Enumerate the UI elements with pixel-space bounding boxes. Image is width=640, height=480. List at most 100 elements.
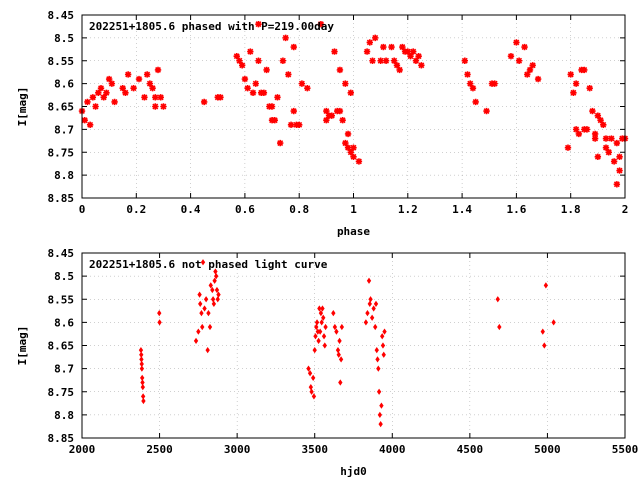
unphased-data-point	[206, 309, 211, 317]
phased-data-point	[233, 52, 240, 60]
phased-data-point	[418, 62, 425, 69]
phased-data-point	[363, 48, 371, 55]
unphased-data-point	[203, 296, 209, 303]
phased-data-point	[323, 117, 330, 124]
phased-x-tick-label: 2	[622, 203, 629, 216]
phased-data-point	[152, 103, 159, 110]
unphased-data-point	[321, 333, 327, 340]
unphased-y-tick-label: 8.65	[48, 340, 75, 353]
phased-data-point	[342, 139, 349, 147]
phased-data-point	[111, 98, 118, 106]
phased-data-point	[342, 80, 349, 87]
unphased-data-point	[495, 296, 500, 303]
phased-data-point	[290, 107, 297, 115]
phased-data-point	[344, 144, 352, 151]
unphased-grid	[82, 253, 625, 438]
unphased-data-point	[198, 300, 203, 308]
phased-data-point	[513, 39, 520, 46]
phased-plot-title: 202251+1805.6 phased with P=219.00day	[89, 20, 334, 33]
phased-data-point	[255, 20, 262, 28]
phased-y-tick-label: 8.5	[54, 32, 74, 45]
phased-data-point	[135, 75, 143, 83]
phased-data-point	[515, 57, 523, 64]
phased-data-point	[404, 48, 411, 55]
phased-data-point	[290, 43, 297, 51]
phased-x-tick-label: 1.2	[398, 203, 418, 216]
phased-data-point	[108, 80, 116, 87]
unphased-data-point	[310, 374, 316, 382]
phased-data-point	[589, 107, 596, 115]
phased-data-point	[160, 103, 167, 110]
phased-data-point	[594, 153, 602, 161]
phased-data-point	[464, 71, 471, 78]
phased-data-point	[382, 57, 390, 64]
phased-grid	[82, 15, 625, 198]
phased-data-point	[336, 66, 344, 74]
unphased-data-point	[323, 323, 328, 331]
phased-data-point	[605, 149, 612, 156]
unphased-data-point	[371, 305, 376, 312]
unphased-data-point	[337, 337, 342, 345]
unphased-data-point	[378, 420, 383, 428]
phased-data-point	[124, 71, 132, 78]
phased-data-point	[298, 80, 306, 87]
phased-data-point	[274, 94, 281, 101]
unphased-data-point	[368, 296, 373, 303]
unphased-data-point	[551, 319, 556, 326]
phased-y-tick-label: 8.85	[48, 192, 75, 205]
phased-x-tick-label: 1.6	[506, 203, 526, 216]
phased-data-point	[154, 66, 162, 74]
phased-x-tick-label: 0.2	[126, 203, 146, 216]
phased-data-point	[268, 103, 276, 110]
unphased-data-point	[316, 337, 321, 345]
phased-data-point	[217, 94, 224, 101]
phased-data-point	[276, 139, 284, 147]
phased-data-point	[336, 107, 344, 115]
unphased-x-tick-label: 4000	[379, 443, 406, 456]
phased-data-point	[249, 89, 257, 96]
unphased-y-tick-label: 8.75	[48, 386, 75, 399]
unphased-data-point	[215, 296, 220, 303]
unphased-x-tick-label: 4500	[457, 443, 484, 456]
unphased-data-point	[314, 323, 319, 331]
phased-ticks: 0 0.2 0.4 0.6 0.8 1 1.2 1.4 1.6 1.8 2 8.45 8.5 8.55 8.…	[48, 9, 629, 216]
unphased-data-point	[200, 259, 206, 266]
phased-data-point	[255, 57, 262, 64]
unphased-y-tick-label: 8.5	[54, 270, 74, 283]
phased-data-point	[469, 85, 477, 92]
unphased-data-point	[365, 309, 370, 317]
unphased-data-point	[208, 282, 213, 289]
phased-data-point	[613, 181, 621, 188]
unphased-data-point	[308, 383, 314, 391]
phased-data-point	[372, 34, 379, 42]
phased-data-point	[521, 43, 528, 51]
phased-data-point	[244, 85, 251, 92]
unphased-data-point	[141, 397, 146, 405]
unphased-y-axis-label: I[mag]	[16, 326, 29, 366]
phased-y-tick-label: 8.6	[54, 78, 74, 91]
unphased-data-point	[197, 291, 202, 298]
phased-data-point	[105, 75, 113, 83]
unphased-data-point	[375, 356, 380, 363]
phased-x-tick-label: 0	[79, 203, 86, 216]
unphased-y-tick-label: 8.85	[48, 432, 75, 445]
phased-data-point	[328, 112, 335, 119]
phased-y-axis-label: I[mag]	[16, 87, 29, 127]
phased-data-point	[586, 85, 593, 92]
unphased-data-point	[377, 411, 383, 419]
phased-data-point	[461, 57, 469, 64]
phased-data-point	[350, 144, 357, 151]
phased-data-point	[149, 85, 156, 92]
phased-data-point	[613, 139, 621, 147]
phased-data-point	[602, 144, 610, 151]
phased-data-point	[252, 80, 259, 87]
phased-data-point	[608, 135, 615, 142]
phased-data-point	[410, 48, 417, 55]
phased-data-point	[146, 80, 154, 87]
phased-data-point	[143, 71, 151, 78]
unphased-data-point	[211, 300, 217, 308]
phased-data-point	[339, 117, 346, 124]
phased-data-point	[157, 94, 164, 101]
